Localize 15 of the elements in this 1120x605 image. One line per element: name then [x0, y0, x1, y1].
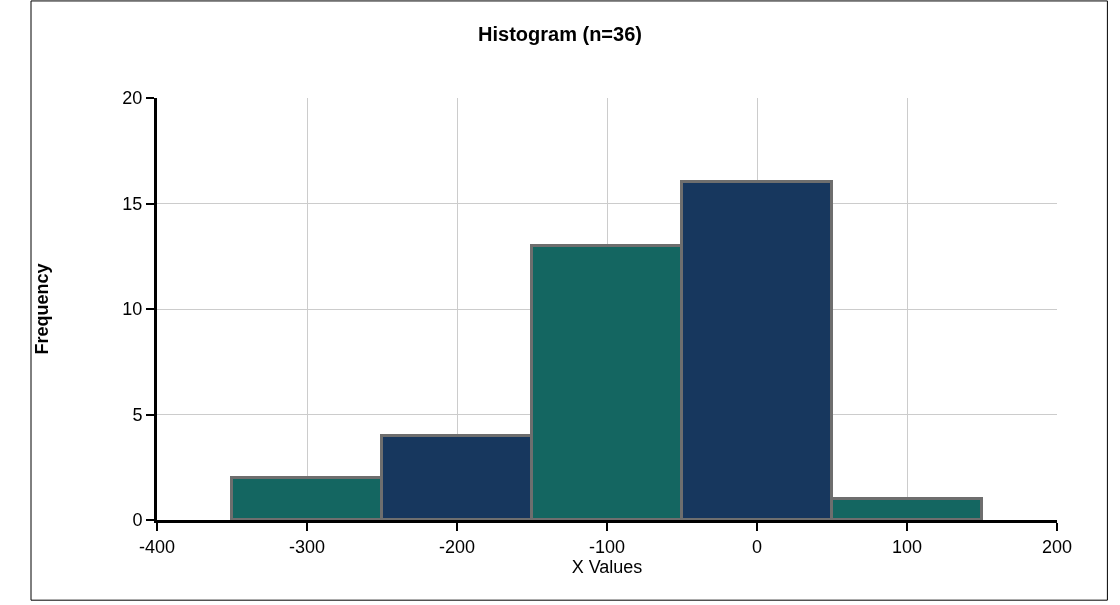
y-tick-label: 5	[132, 404, 143, 425]
x-axis-title: X Values	[571, 556, 643, 577]
x-tick-label: 0	[751, 536, 763, 557]
y-axis-title: Frequency	[31, 263, 52, 355]
y-tick-label: 0	[132, 510, 143, 531]
x-tick-label: -300	[288, 536, 326, 557]
chart-title: Histogram (n=36)	[478, 23, 642, 46]
x-tick-label: -400	[138, 536, 176, 557]
x-tick-label: 200	[1041, 536, 1073, 557]
x-tick-label: -200	[438, 536, 476, 557]
y-tick-label: 15	[122, 193, 143, 214]
x-tick-label: -100	[588, 536, 626, 557]
y-tick-label: 20	[122, 88, 143, 109]
x-tick-label: 100	[891, 536, 923, 557]
y-tick-label: 10	[122, 299, 143, 320]
